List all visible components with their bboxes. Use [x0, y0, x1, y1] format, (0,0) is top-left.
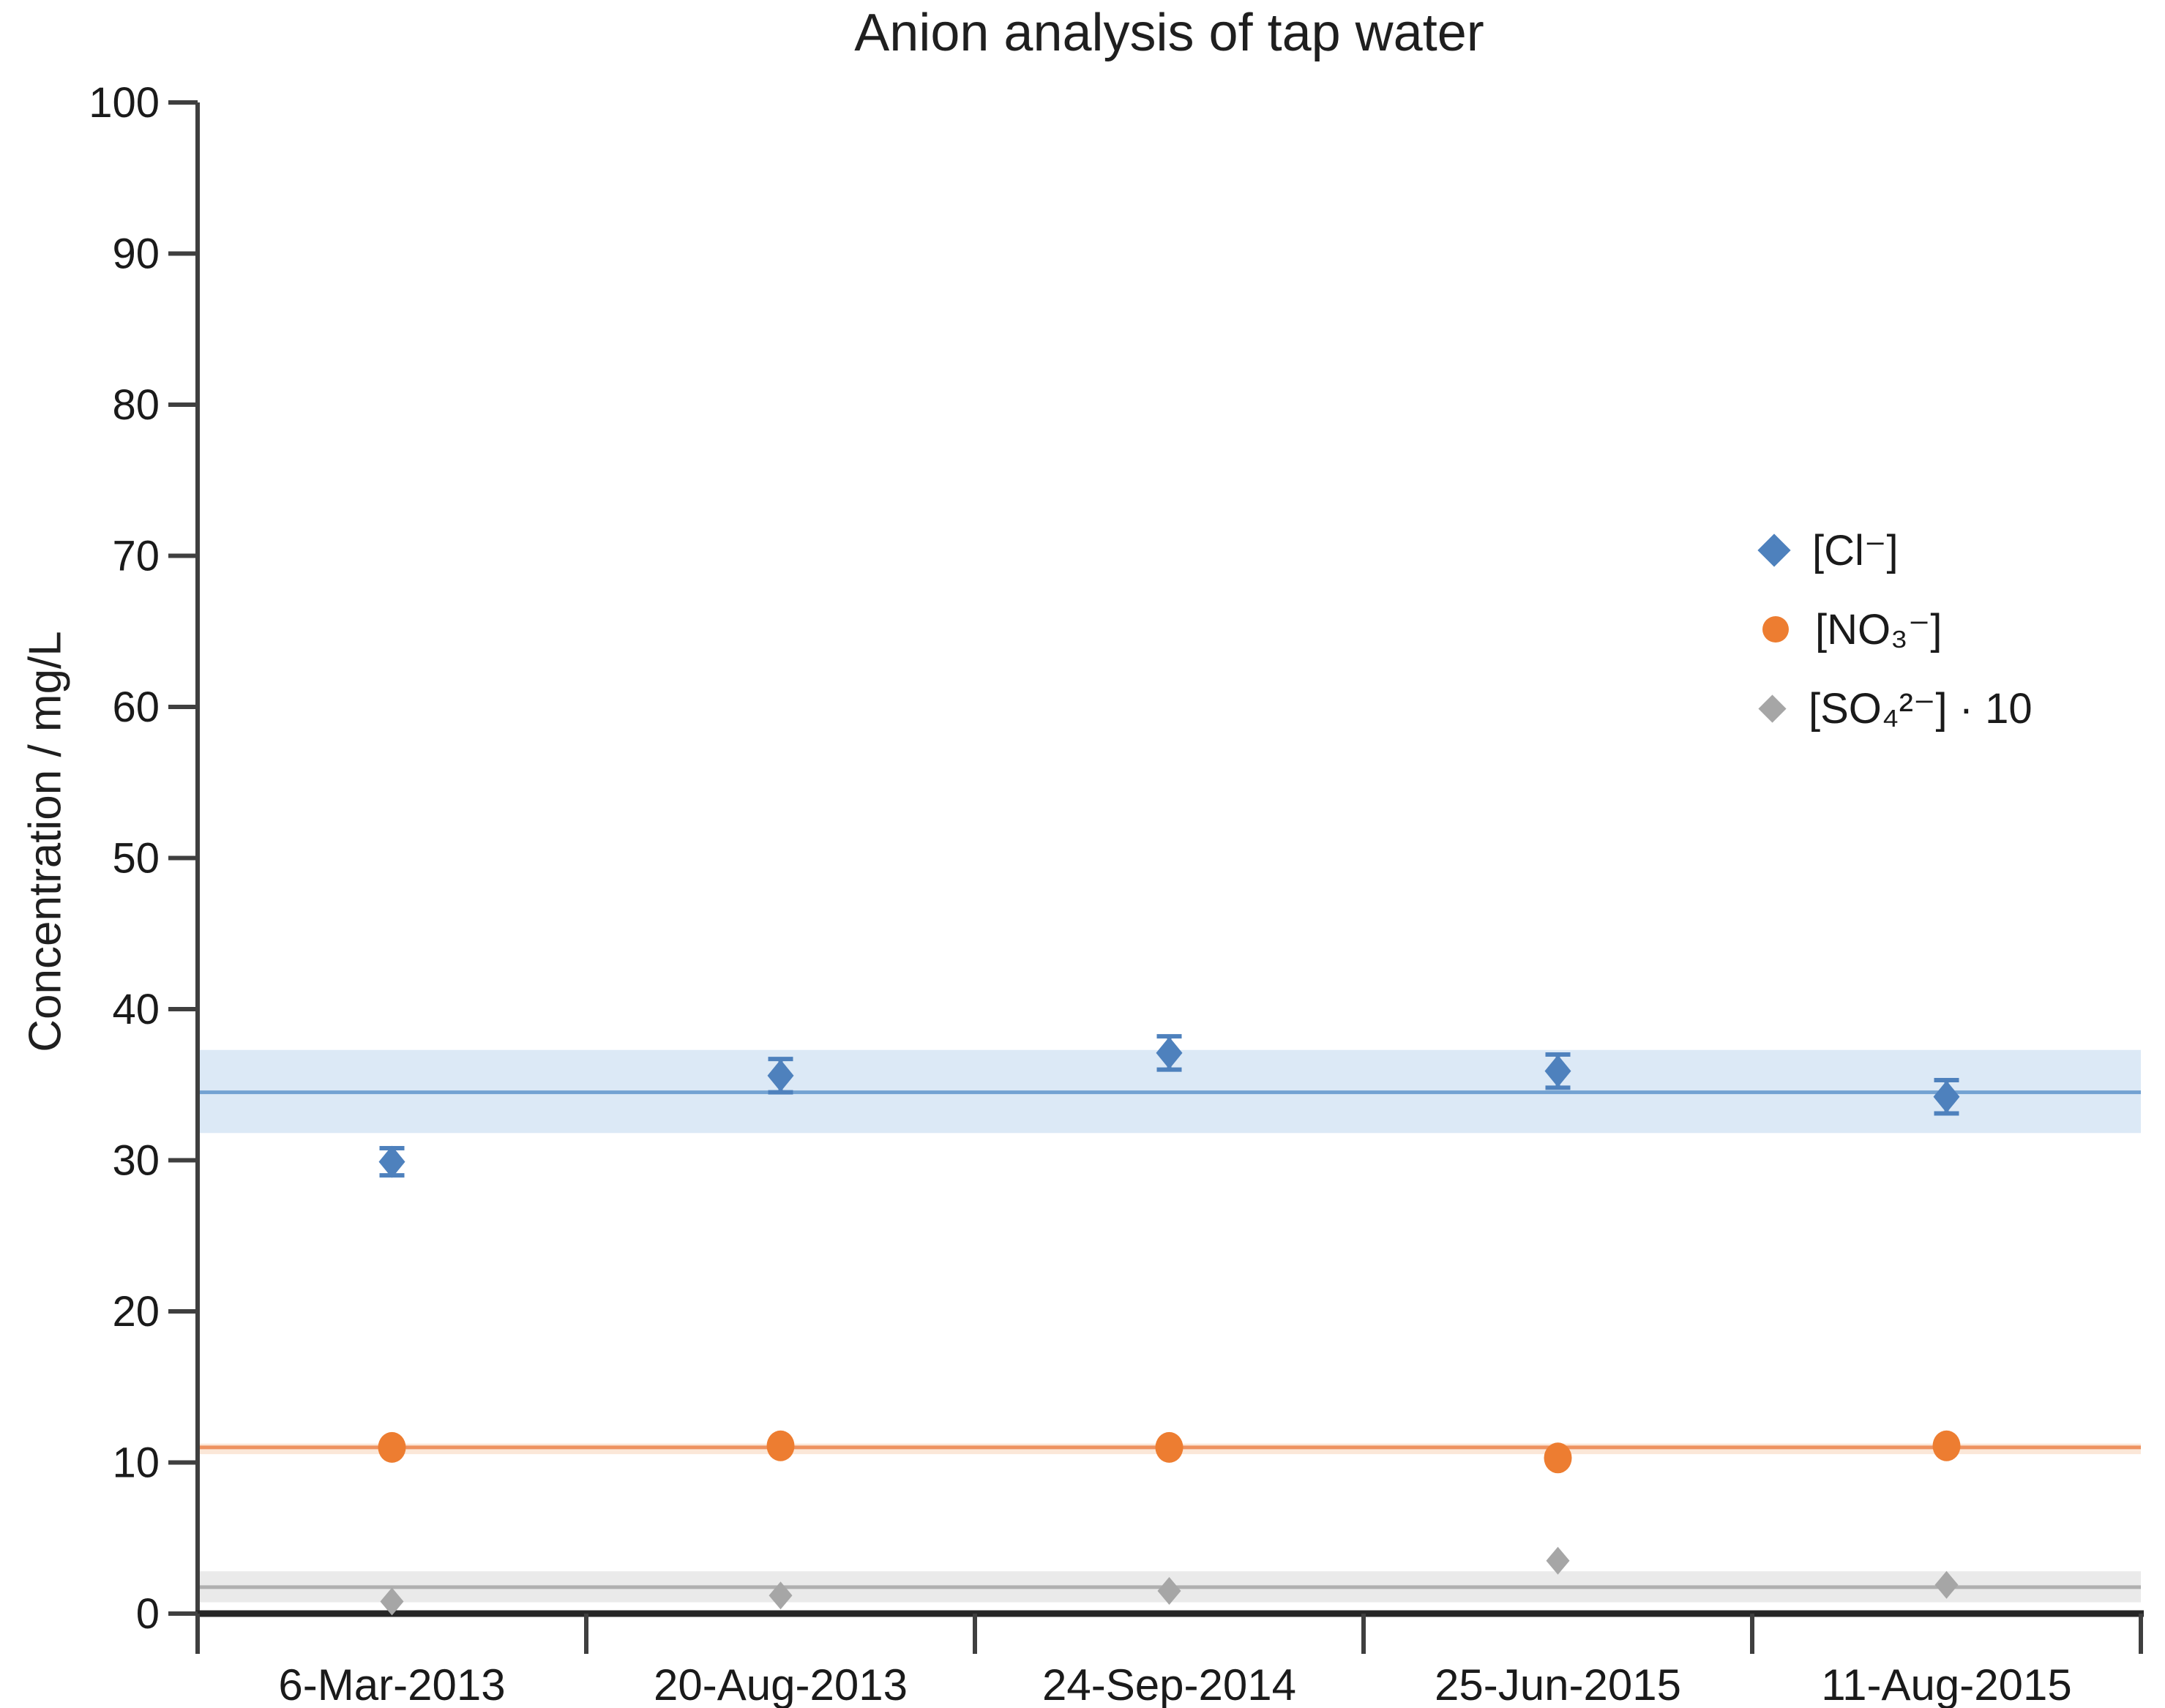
data-point-diamond — [1156, 1036, 1183, 1069]
data-point-diamond — [378, 1145, 405, 1178]
data-point-diamond — [1157, 1577, 1181, 1606]
legend-label-chloride: [Cl⁻] — [1812, 527, 1899, 574]
data-point-diamond — [1934, 1570, 1959, 1599]
x-category-label: 24-Sep-2014 — [1042, 1660, 1296, 1708]
data-point-circle — [1544, 1442, 1572, 1474]
legend-label-nitrate: [NO₃⁻] — [1815, 606, 1942, 653]
x-category-label: 25-Jun-2015 — [1435, 1660, 1681, 1708]
legend-item-sulfate: [SO₄²⁻] · 10 — [1758, 679, 2033, 738]
y-tick-label: 60 — [112, 683, 160, 731]
x-category-label: 11-Aug-2015 — [1821, 1660, 2071, 1708]
data-point-diamond — [380, 1587, 404, 1616]
y-tick-label: 70 — [112, 533, 160, 580]
legend-item-chloride: [Cl⁻] — [1757, 521, 2033, 580]
data-point-diamond — [1933, 1080, 1960, 1113]
nitrate-circle-icon — [1762, 616, 1789, 643]
legend-label-sulfate: [SO₄²⁻] · 10 — [1809, 685, 2033, 733]
data-point-diamond — [769, 1581, 793, 1610]
sulfate-diamond-icon — [1758, 694, 1787, 723]
data-point-circle — [1155, 1431, 1184, 1463]
legend: [Cl⁻] [NO₃⁻] [SO₄²⁻] · 10 — [1757, 521, 2033, 738]
data-point-diamond — [1544, 1055, 1571, 1087]
data-point-circle — [1932, 1430, 1961, 1461]
y-tick-label: 30 — [112, 1137, 160, 1185]
legend-item-nitrate: [NO₃⁻] — [1762, 600, 2033, 659]
data-point-diamond — [1546, 1546, 1570, 1575]
x-category-label: 20-Aug-2013 — [654, 1660, 908, 1708]
y-tick-label: 10 — [112, 1439, 160, 1487]
y-tick-label: 20 — [112, 1288, 160, 1336]
y-tick-label: 40 — [112, 986, 160, 1033]
y-tick-label: 90 — [112, 231, 160, 278]
y-tick-label: 80 — [112, 381, 160, 429]
y-tick-label: 100 — [89, 79, 160, 127]
data-point-diamond — [767, 1059, 794, 1092]
data-point-circle — [766, 1430, 795, 1461]
x-category-label: 6-Mar-2013 — [278, 1660, 505, 1708]
y-tick-label: 50 — [112, 835, 160, 883]
chloride-diamond-icon — [1757, 533, 1791, 567]
y-tick-label: 0 — [136, 1590, 160, 1638]
data-point-circle — [378, 1431, 406, 1463]
chart-title: Anion analysis of tap water — [854, 4, 1484, 62]
